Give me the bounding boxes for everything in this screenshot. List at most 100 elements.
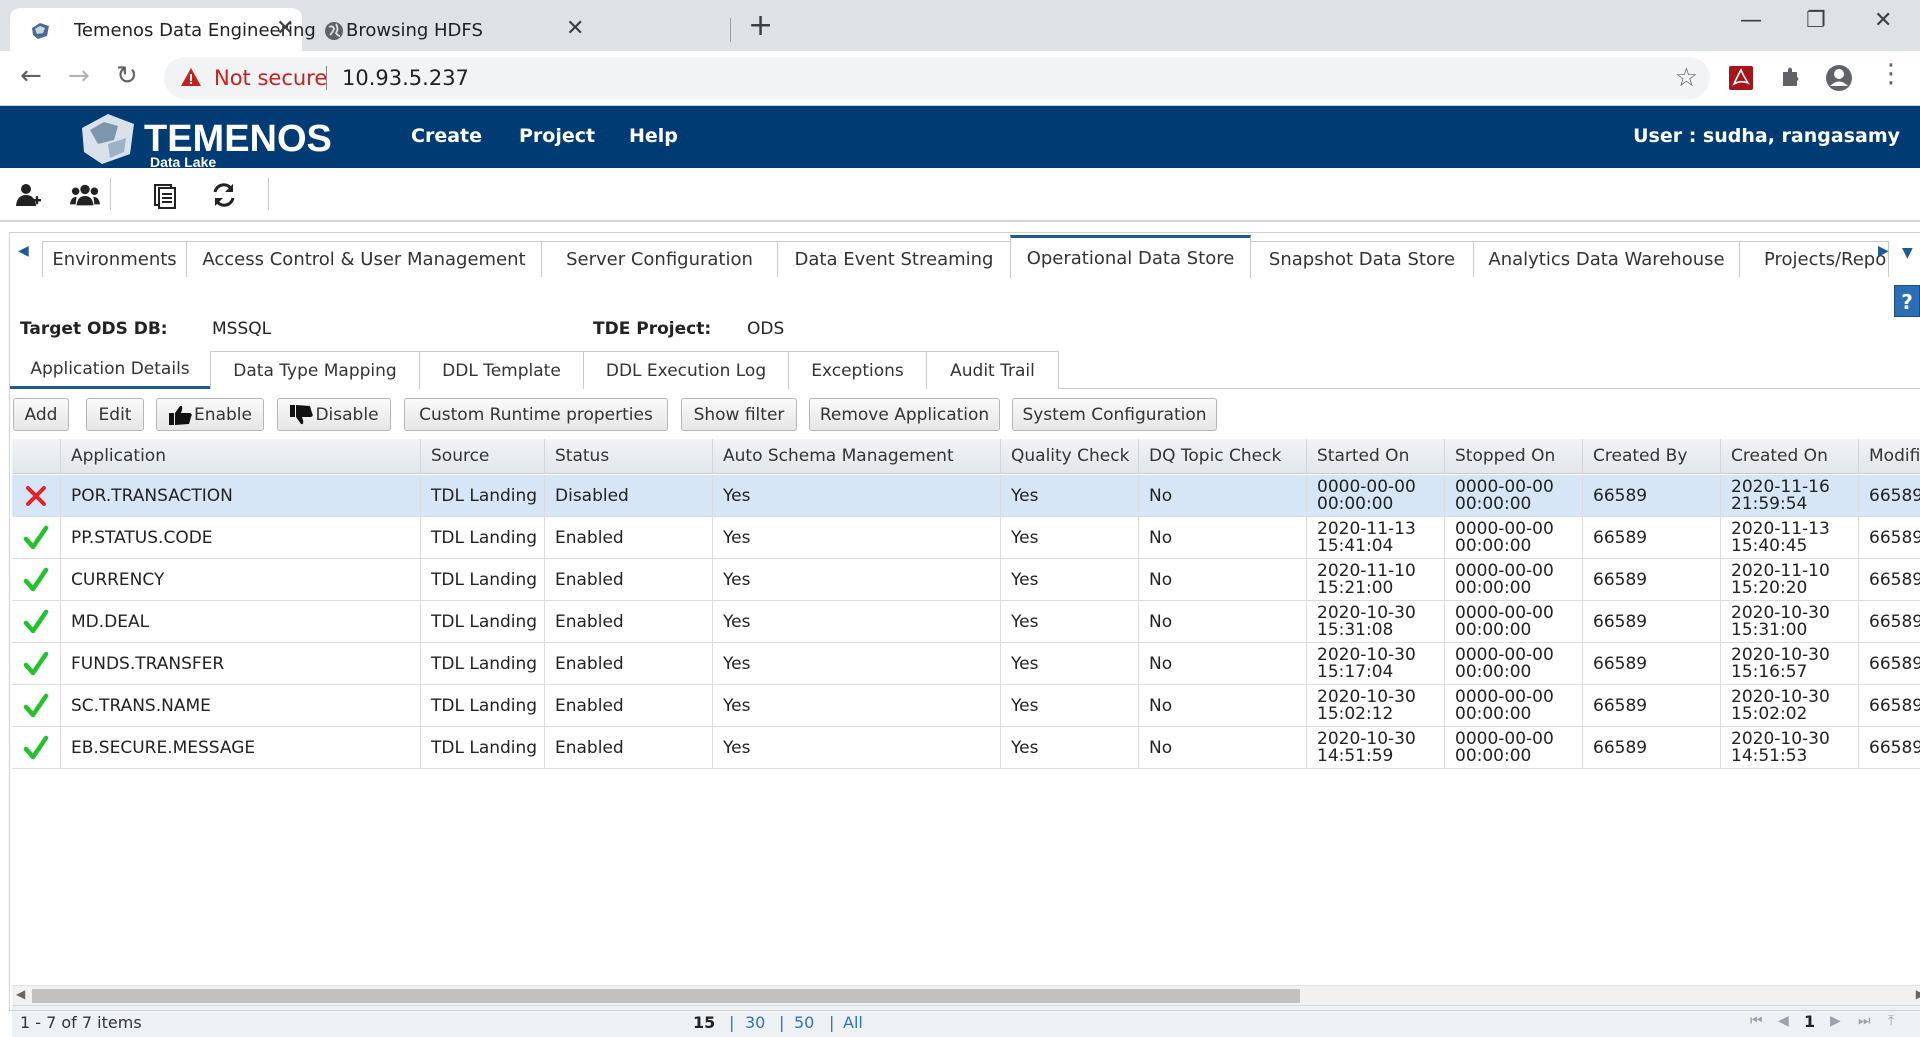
forward-icon[interactable]: → [68,61,90,91]
tab-ddl-template[interactable]: DDL Template [419,351,584,389]
pdf-extension-icon[interactable] [1726,63,1756,93]
url-text[interactable]: 10.93.5.237 [342,66,469,90]
header-source[interactable]: Source [420,439,544,474]
header-dq-topic-check[interactable]: DQ Topic Check [1138,439,1306,474]
remove-application-button[interactable]: Remove Application [809,398,1000,431]
bookmark-star-icon[interactable]: ☆ [1674,63,1698,93]
tabs-dropdown-icon[interactable]: ▼ [1902,245,1913,261]
scrollbar-thumb[interactable] [32,989,1300,1003]
browser-menu-icon[interactable]: ⋮ [1878,59,1904,89]
cell-time: 15:17:04 [1317,662,1394,682]
header-status[interactable]: Status [544,439,712,474]
tab-data-event-streaming[interactable]: Data Event Streaming [777,241,1011,277]
header-auto-schema[interactable]: Auto Schema Management [712,439,1000,474]
tab-analytics-data-warehouse[interactable]: Analytics Data Warehouse [1473,241,1740,277]
header-created-on[interactable]: Created On [1720,439,1858,474]
sub-tabs: Application Details Data Type Mapping DD… [10,351,1920,389]
tab-server-configuration[interactable]: Server Configuration [541,241,778,277]
not-secure-label[interactable]: Not secure [214,66,328,90]
next-page-icon[interactable]: ▶ [1830,1013,1841,1029]
page-size-50[interactable]: 50 [794,1013,815,1032]
show-filter-button[interactable]: Show filter [681,398,797,431]
enable-button[interactable]: Enable [156,398,264,431]
scroll-top-icon[interactable]: ⤒ [1888,1013,1895,1029]
refresh-icon[interactable] [209,180,239,210]
header-quality-check[interactable]: Quality Check [1000,439,1138,474]
extensions-icon[interactable] [1776,63,1806,93]
header-created-by[interactable]: Created By [1582,439,1720,474]
header-modified[interactable]: Modified [1858,439,1920,474]
page-size-15[interactable]: 15 [693,1013,716,1032]
cell-time: 15:02:12 [1317,704,1394,724]
table-row[interactable]: SC.TRANS.NAME TDL Landing Enabled Yes Yes No 2… [12,685,1920,727]
first-page-icon[interactable]: ⏮ [1750,1013,1763,1029]
prev-page-icon[interactable]: ◀ [1778,1013,1789,1029]
add-button[interactable]: Add [13,398,69,431]
table-row[interactable]: PP.STATUS.CODE TDL Landing Enabled Yes Yes No… [12,517,1920,559]
cell-date: 0000-00-00 [1455,645,1554,665]
tab-audit-trail[interactable]: Audit Trail [926,351,1059,389]
tab-exceptions[interactable]: Exceptions [788,351,927,389]
horizontal-scrollbar[interactable]: ◀ ▶ [12,985,1920,1005]
header-started-on[interactable]: Started On [1306,439,1444,474]
enable-label: Enable [194,404,252,425]
tab-application-details[interactable]: Application Details [10,351,210,389]
cell-dq-topic: No [1138,475,1306,517]
browser-tab-hdfs[interactable]: Browsing HDFS ✕ [304,8,596,51]
close-tab-icon[interactable]: ✕ [566,16,585,41]
page-size-separator: | [829,1013,835,1032]
reload-icon[interactable]: ↻ [116,61,138,91]
globe-icon [322,19,346,43]
users-group-icon[interactable] [70,180,100,210]
tab-access-control[interactable]: Access Control & User Management [186,241,542,277]
tab-operational-data-store[interactable]: Operational Data Store [1010,235,1251,278]
scroll-tabs-right-icon[interactable]: ▶ [1878,243,1889,259]
table-row[interactable]: POR.TRANSACTION TDL Landing Disabled Yes Yes… [12,475,1920,517]
omnibox-divider [326,66,327,90]
edit-button[interactable]: Edit [86,398,144,431]
close-tab-icon[interactable]: ✕ [276,16,295,41]
browser-tab-temenos[interactable]: Temenos Data Engineering ✕ [10,8,316,51]
table-row[interactable]: FUNDS.TRANSFER TDL Landing Enabled Yes Yes No… [12,643,1920,685]
table-row[interactable]: EB.SECURE.MESSAGE TDL Landing Enabled Yes Ye… [12,727,1920,769]
table-row[interactable]: MD.DEAL TDL Landing Enabled Yes Yes No 2020-10… [12,601,1920,643]
back-icon[interactable]: ← [20,61,42,91]
menu-create[interactable]: Create [411,125,482,147]
cell-time: 14:51:53 [1731,746,1808,766]
custom-runtime-properties-button[interactable]: Custom Runtime properties [404,398,668,431]
restore-icon[interactable]: ❐ [1806,8,1826,33]
header-application[interactable]: Application [60,439,420,474]
menu-help[interactable]: Help [629,125,678,147]
url-field[interactable]: Not secure 10.93.5.237 ☆ [164,57,1710,99]
scroll-right-arrow-icon[interactable]: ▶ [1916,987,1920,1001]
header-stopped-on[interactable]: Stopped On [1444,439,1582,474]
scroll-left-arrow-icon[interactable]: ◀ [16,987,26,1001]
close-window-icon[interactable]: ✕ [1874,8,1893,33]
current-page[interactable]: 1 [1804,1012,1816,1031]
tab-data-type-mapping[interactable]: Data Type Mapping [210,351,420,389]
table-row[interactable]: CURRENCY TDL Landing Enabled Yes Yes No 2020-1… [12,559,1920,601]
cell-dq-topic: No [1138,559,1306,601]
documents-icon[interactable] [150,180,180,210]
page-size-all[interactable]: All [843,1013,863,1032]
new-tab-icon[interactable]: + [748,8,774,43]
cell-created-by: 66589 [1582,559,1720,601]
cell-date: 0000-00-00 [1455,603,1554,623]
scroll-tabs-left-icon[interactable]: ◀ [18,243,29,259]
tab-ddl-execution-log[interactable]: DDL Execution Log [583,351,789,389]
add-user-icon[interactable] [13,180,43,210]
menu-project[interactable]: Project [519,125,596,147]
profile-icon[interactable] [1824,63,1854,93]
system-configuration-button[interactable]: System Configuration [1012,398,1217,431]
cell-stopped: 0000-00-00 00:00:00 [1444,475,1582,517]
check-icon [12,727,60,769]
tab-snapshot-data-store[interactable]: Snapshot Data Store [1250,241,1474,277]
tab-projects-repo[interactable]: Projects/Repo [1739,241,1889,277]
last-page-icon[interactable]: ⏭ [1858,1013,1871,1029]
page-size-30[interactable]: 30 [745,1013,766,1032]
minimize-icon[interactable]: — [1740,8,1762,33]
help-icon[interactable]: ? [1894,285,1920,317]
disable-button[interactable]: Disable [277,398,391,431]
cell-time: 00:00:00 [1455,536,1532,556]
tab-environments[interactable]: Environments [42,241,187,277]
